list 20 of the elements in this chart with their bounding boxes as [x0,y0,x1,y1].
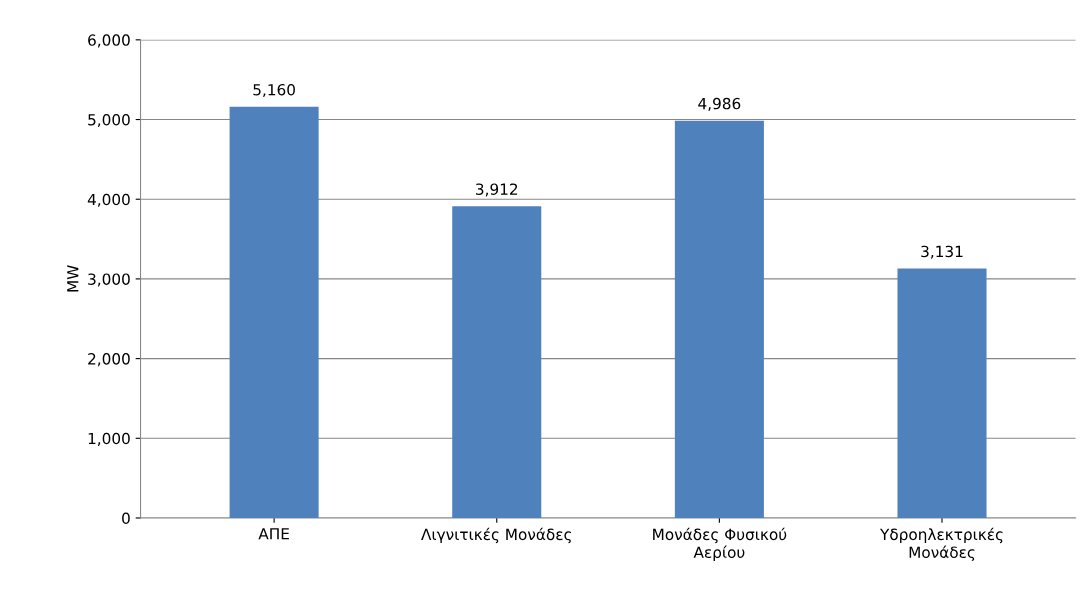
bar [229,106,319,518]
data-label: 5,160 [253,83,295,98]
y-axis-title: MW [67,265,79,292]
y-tick-label: 2,000 [88,353,130,367]
y-tick-label: 1,000 [88,432,130,446]
x-tick-label: Λιγνιτικές Μονάδες [421,527,571,544]
bar [674,120,764,518]
bar [452,206,542,518]
y-tick-label: 0 [122,512,130,525]
x-tick-label: Μονάδες Φυσικού Αερίου [653,527,787,561]
data-label: 3,912 [476,183,518,197]
data-label: 4,986 [698,97,741,111]
y-tick-label: 5,000 [88,114,130,128]
x-tick-label: Υδροηλεκτρικές Μονάδες [879,527,1003,562]
y-tick-label: 4,000 [87,193,130,207]
y-tick-label: 3,000 [88,273,130,287]
x-tick-label: ΑΠΕ [258,528,289,540]
y-tick-label: 6,000 [88,34,130,48]
data-label: 3,131 [921,245,963,259]
bar [897,268,987,518]
